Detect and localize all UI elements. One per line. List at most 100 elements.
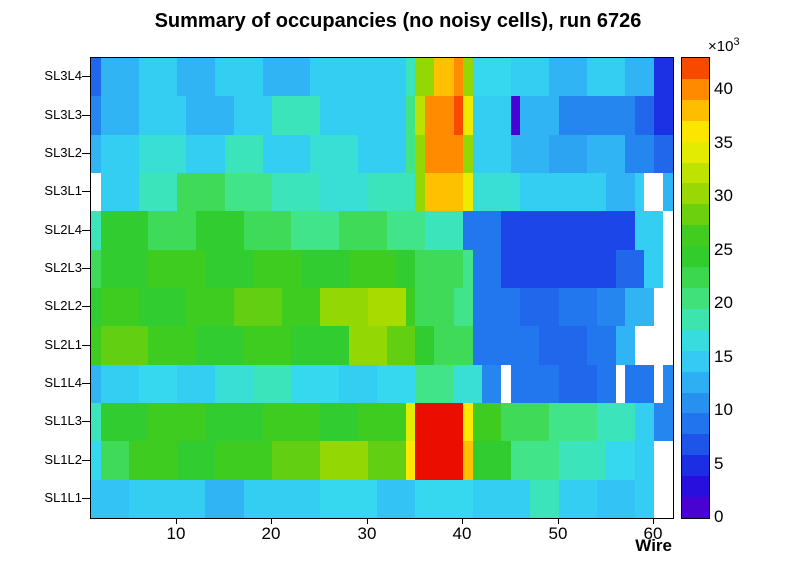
- heatmap-cell: [473, 441, 511, 480]
- heatmap-cell: [91, 135, 101, 173]
- heatmap-cell: [91, 403, 101, 441]
- colorbar-tick-label: 15: [714, 347, 733, 366]
- heatmap-cell: [272, 96, 320, 135]
- heatmap-cell: [205, 480, 244, 518]
- x-axis-tick: [367, 518, 368, 524]
- heatmap-cell: [225, 173, 272, 211]
- heatmap-cell: [520, 288, 559, 326]
- colorbar-band: [682, 183, 709, 204]
- heatmap-cell: [139, 173, 177, 211]
- heatmap-cell: [320, 480, 377, 518]
- heatmap-cell: [253, 250, 301, 288]
- heatmap-cell: [91, 288, 101, 326]
- y-axis-label: SL1L3: [44, 413, 82, 428]
- y-axis-label: SL2L4: [44, 221, 82, 237]
- heatmap-cell: [139, 288, 186, 326]
- colorbar-exponent: ×103: [708, 36, 740, 55]
- x-axis-tick-label: 40: [452, 524, 472, 543]
- heatmap-cell: [406, 135, 415, 173]
- heatmap-cell: [511, 135, 549, 173]
- colorbar-tick-label: 0: [714, 507, 724, 526]
- colorbar-tick-label: 20: [714, 293, 733, 312]
- x-axis-tick-label: 60: [643, 524, 663, 543]
- colorbar-band: [682, 246, 709, 267]
- heatmap-cell: [635, 96, 654, 135]
- y-axis-label: SL3L3: [44, 106, 82, 122]
- heatmap-cell: [597, 365, 616, 403]
- heatmap-cell: [463, 250, 473, 288]
- heatmap-cell: [654, 135, 673, 173]
- heatmap-cell: [454, 365, 482, 403]
- heatmap-cell: [215, 58, 263, 96]
- heatmap-cell: [91, 211, 101, 250]
- heatmap-cell: [625, 365, 654, 403]
- heatmap-cell: [358, 135, 406, 173]
- colorbar-band: [682, 309, 709, 330]
- heatmap-cell: [625, 288, 654, 326]
- heatmap-cell: [511, 96, 520, 135]
- heatmap-cell: [434, 58, 454, 96]
- heatmap-cell: [663, 365, 673, 403]
- colorbar-band: [682, 142, 709, 163]
- heatmap-cell: [101, 173, 139, 211]
- colorbar-band: [682, 476, 709, 497]
- heatmap-cell: [663, 173, 673, 211]
- heatmap-cell: [463, 441, 473, 480]
- heatmap-cell: [177, 441, 215, 480]
- y-axis-label: SL3L2: [44, 145, 82, 160]
- heatmap-cell: [291, 326, 349, 365]
- heatmap-cell: [415, 326, 434, 365]
- heatmap-cell: [635, 480, 654, 518]
- y-axis-tick: [82, 345, 90, 346]
- y-axis-tick: [82, 115, 90, 116]
- colorbar-band: [682, 372, 709, 393]
- x-axis-tick-label: 10: [166, 524, 186, 543]
- heatmap-cell: [225, 135, 263, 173]
- y-axis-tick: [82, 268, 90, 269]
- heatmap-cell: [139, 96, 186, 135]
- heatmap-cell: [597, 288, 625, 326]
- colorbar-tick-label: 5: [714, 454, 724, 473]
- heatmap-cell: [301, 250, 349, 288]
- colorbar-band: [682, 455, 709, 476]
- colorbar-tick-label: 25: [714, 240, 733, 259]
- x-axis-tick: [271, 518, 272, 524]
- x-axis-tick-label: 20: [261, 524, 281, 543]
- heatmap-cell: [568, 173, 606, 211]
- heatmap-cell: [530, 480, 559, 518]
- heatmap-cell: [415, 365, 454, 403]
- heatmap-cell: [186, 288, 234, 326]
- y-axis-label: SL3L1: [44, 183, 82, 198]
- colorbar-band: [682, 267, 709, 288]
- heatmap-cell: [406, 403, 415, 441]
- heatmap-cell: [263, 135, 310, 173]
- heatmap-cell: [148, 250, 205, 288]
- heatmap-cell: [406, 58, 415, 96]
- heatmap-cell: [549, 135, 587, 173]
- y-axis-tick: [82, 421, 90, 422]
- heatmap-cell: [234, 96, 272, 135]
- heatmap-cell: [635, 403, 654, 441]
- heatmap-cell: [349, 326, 387, 365]
- heatmap-plot: [90, 57, 674, 519]
- heatmap-cell: [473, 173, 520, 211]
- heatmap-cell: [272, 173, 320, 211]
- heatmap-cell: [654, 96, 673, 135]
- heatmap-cell: [139, 365, 177, 403]
- heatmap-cell: [597, 480, 635, 518]
- heatmap-cell: [101, 288, 139, 326]
- colorbar-band: [682, 330, 709, 351]
- heatmap-cell: [549, 58, 587, 96]
- heatmap-cell: [101, 403, 148, 441]
- heatmap-cell: [635, 211, 663, 250]
- colorbar-band: [682, 58, 709, 79]
- heatmap-cell: [559, 288, 597, 326]
- heatmap-cell: [463, 211, 501, 250]
- heatmap-cell: [139, 135, 186, 173]
- heatmap-cell: [101, 58, 139, 96]
- heatmap-cell: [473, 480, 530, 518]
- heatmap-cell: [635, 441, 654, 480]
- heatmap-cell: [463, 173, 473, 211]
- heatmap-cell: [415, 135, 425, 173]
- heatmap-cell: [205, 403, 263, 441]
